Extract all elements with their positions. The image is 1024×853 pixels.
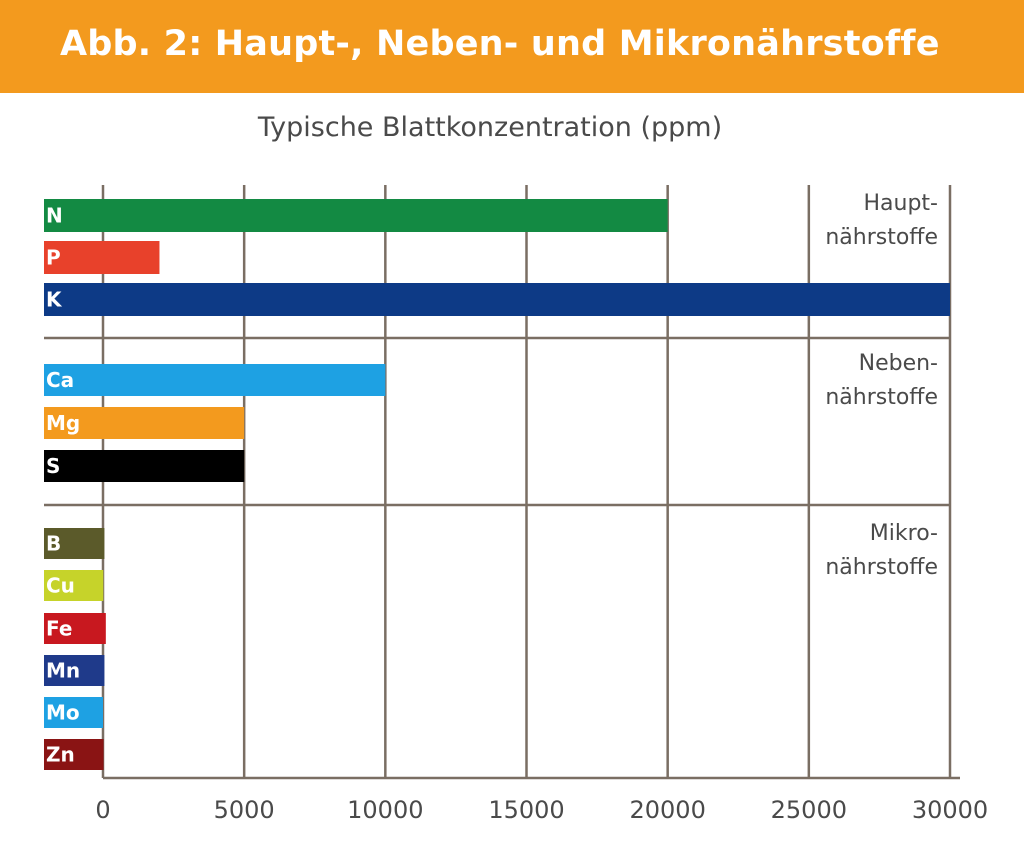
bar-mo [44, 697, 104, 728]
group-label: nährstoffe [825, 385, 938, 410]
bar-label-fe: Fe [46, 617, 72, 641]
bar-mn [44, 655, 105, 686]
x-tick-label: 10000 [347, 796, 423, 824]
group-label: Neben- [859, 351, 938, 376]
x-tick-label: 5000 [214, 796, 275, 824]
bar-fe [44, 613, 106, 644]
bar-label-mg: Mg [46, 411, 80, 435]
bar-p [44, 241, 160, 274]
x-tick-label: 15000 [488, 796, 564, 824]
group-label: nährstoffe [825, 225, 938, 250]
header-banner: Abb. 2: Haupt-, Neben- und Mikronährstof… [0, 0, 1024, 93]
bar-label-b: B [46, 532, 61, 556]
bar-n [44, 199, 668, 232]
bar-cu [44, 570, 104, 601]
figure-title: Abb. 2: Haupt-, Neben- und Mikronährstof… [60, 24, 940, 64]
bar-label-mo: Mo [46, 701, 80, 725]
bar-zn [44, 739, 104, 770]
group-label: Haupt- [864, 191, 939, 216]
bar-label-k: K [46, 288, 63, 312]
bar-k [44, 283, 950, 316]
bar-label-ca: Ca [46, 368, 74, 392]
x-tick-label: 25000 [771, 796, 847, 824]
bar-b [44, 528, 105, 559]
bar-mg [44, 407, 245, 439]
x-tick-label: 0 [95, 796, 110, 824]
chart-title: Typische Blattkonzentration (ppm) [257, 112, 723, 143]
bar-label-mn: Mn [46, 659, 80, 683]
bar-ca [44, 364, 386, 396]
group-label: Mikro- [870, 521, 938, 546]
x-tick-label: 20000 [629, 796, 705, 824]
x-tick-label: 30000 [912, 796, 988, 824]
bar-label-s: S [46, 454, 60, 478]
bar-label-zn: Zn [46, 743, 75, 767]
group-label: nährstoffe [825, 555, 938, 580]
bar-label-cu: Cu [46, 574, 75, 598]
bar-label-p: P [46, 246, 61, 270]
bar-label-n: N [46, 204, 63, 228]
bar-s [44, 450, 245, 482]
